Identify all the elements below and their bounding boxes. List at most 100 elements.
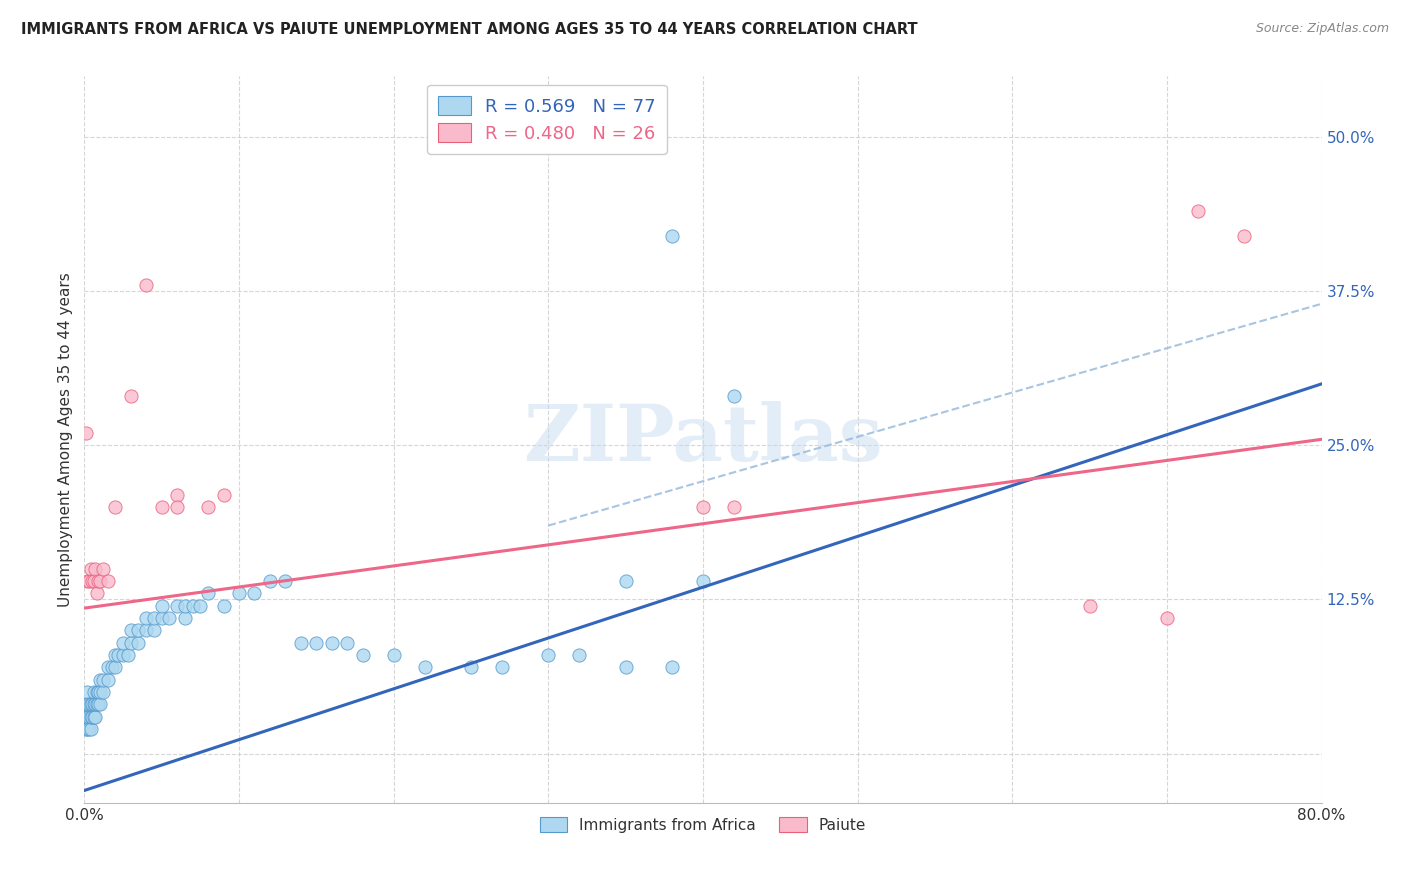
Point <box>120 624 142 638</box>
Point <box>723 500 745 514</box>
Point <box>305 635 328 649</box>
Point <box>76 574 98 588</box>
Point <box>197 500 219 514</box>
Point <box>89 697 111 711</box>
Point <box>135 611 157 625</box>
Point <box>413 660 436 674</box>
Point <box>614 660 637 674</box>
Point <box>382 648 405 662</box>
Point <box>79 709 101 723</box>
Point <box>174 611 197 625</box>
Point <box>336 635 359 649</box>
Point <box>89 685 111 699</box>
Point <box>120 635 142 649</box>
Point <box>86 697 108 711</box>
Point <box>491 660 513 674</box>
Point <box>75 722 97 736</box>
Legend: Immigrants from Africa, Paiute: Immigrants from Africa, Paiute <box>534 811 872 838</box>
Point <box>77 722 100 736</box>
Point <box>127 624 149 638</box>
Point <box>166 488 188 502</box>
Point <box>112 648 135 662</box>
Point <box>120 389 142 403</box>
Point <box>352 648 374 662</box>
Point <box>274 574 297 588</box>
Point <box>83 697 105 711</box>
Point <box>460 660 482 674</box>
Point <box>79 697 101 711</box>
Point <box>82 709 104 723</box>
Point <box>1156 611 1178 625</box>
Point <box>243 586 266 600</box>
Point <box>96 660 118 674</box>
Point <box>96 574 118 588</box>
Point <box>117 648 139 662</box>
Point <box>143 611 166 625</box>
Point <box>568 648 591 662</box>
Point <box>723 389 745 403</box>
Point <box>87 685 110 699</box>
Point <box>127 635 149 649</box>
Point <box>197 586 219 600</box>
Point <box>89 574 111 588</box>
Point <box>76 697 98 711</box>
Point <box>84 697 107 711</box>
Point <box>135 624 157 638</box>
Point <box>75 697 97 711</box>
Point <box>135 278 157 293</box>
Text: IMMIGRANTS FROM AFRICA VS PAIUTE UNEMPLOYMENT AMONG AGES 35 TO 44 YEARS CORRELAT: IMMIGRANTS FROM AFRICA VS PAIUTE UNEMPLO… <box>21 22 918 37</box>
Point <box>212 599 235 613</box>
Point <box>87 574 110 588</box>
Point <box>96 673 118 687</box>
Point <box>76 709 98 723</box>
Point <box>107 648 129 662</box>
Text: Source: ZipAtlas.com: Source: ZipAtlas.com <box>1256 22 1389 36</box>
Point <box>692 574 714 588</box>
Point <box>290 635 312 649</box>
Point <box>228 586 250 600</box>
Point <box>212 488 235 502</box>
Point <box>661 660 683 674</box>
Point <box>77 574 100 588</box>
Point <box>143 624 166 638</box>
Point <box>188 599 211 613</box>
Point <box>91 562 114 576</box>
Point <box>86 586 108 600</box>
Point <box>537 648 560 662</box>
Point <box>150 599 173 613</box>
Point <box>174 599 197 613</box>
Point <box>259 574 281 588</box>
Point <box>159 611 180 625</box>
Point <box>104 660 127 674</box>
Point <box>104 500 127 514</box>
Point <box>614 574 637 588</box>
Point <box>1233 229 1256 244</box>
Point <box>79 722 101 736</box>
Point <box>76 722 98 736</box>
Point <box>150 500 173 514</box>
Point <box>150 611 173 625</box>
Point <box>1078 599 1101 613</box>
Point <box>166 500 188 514</box>
Y-axis label: Unemployment Among Ages 35 to 44 years: Unemployment Among Ages 35 to 44 years <box>58 272 73 607</box>
Point <box>77 709 100 723</box>
Point <box>87 697 110 711</box>
Point <box>181 599 204 613</box>
Point <box>84 562 107 576</box>
Point <box>112 635 135 649</box>
Point <box>82 574 104 588</box>
Point <box>91 673 114 687</box>
Point <box>104 648 127 662</box>
Point <box>86 685 108 699</box>
Point <box>101 660 124 674</box>
Point <box>83 574 105 588</box>
Point <box>83 685 105 699</box>
Point <box>89 673 111 687</box>
Point <box>77 697 100 711</box>
Point <box>84 709 107 723</box>
Point <box>1187 204 1209 219</box>
Point <box>75 709 97 723</box>
Point <box>692 500 714 514</box>
Text: ZIPatlas: ZIPatlas <box>523 401 883 477</box>
Point <box>166 599 188 613</box>
